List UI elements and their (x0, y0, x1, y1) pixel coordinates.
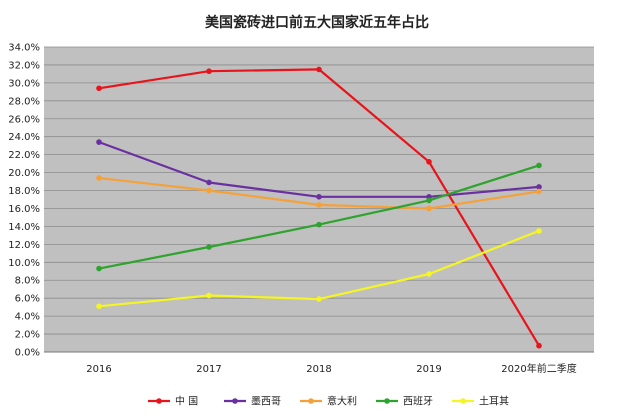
y-tick-label: 32.0% (8, 60, 40, 71)
y-tick-label: 30.0% (8, 78, 40, 89)
y-tick-label: 26.0% (8, 114, 40, 125)
legend-marker (156, 398, 162, 404)
data-point (206, 179, 212, 186)
y-tick-label: 28.0% (8, 96, 40, 107)
legend-label: 墨西哥 (251, 396, 281, 408)
data-point (316, 221, 322, 228)
legend: 中 国 墨西哥 意大利 西班牙 土耳其 (148, 395, 509, 408)
data-point (316, 66, 322, 73)
data-point (316, 202, 322, 208)
legend-label: 土耳其 (479, 395, 509, 408)
data-point (96, 303, 102, 310)
data-point (536, 184, 542, 190)
y-tick-label: 22.0% (8, 150, 40, 161)
y-tick-label: 8.0% (15, 276, 40, 287)
data-point (96, 175, 102, 181)
x-tick-label: 2017 (196, 364, 221, 375)
data-point (536, 228, 542, 234)
chart-title: 美国瓷砖进口前五大国家近五年占比 (205, 14, 429, 31)
data-point (536, 188, 542, 195)
data-point (316, 194, 322, 200)
data-point (96, 139, 102, 145)
data-point (426, 197, 432, 204)
legend-marker (384, 398, 390, 404)
data-point (96, 85, 102, 92)
x-tick-label: 2019 (416, 364, 441, 375)
x-tick-label: 2016 (86, 364, 111, 375)
series-points (96, 66, 542, 349)
data-point (206, 187, 212, 194)
y-tick-label: 4.0% (15, 312, 40, 323)
y-tick-label: 0.0% (15, 348, 40, 359)
y-tick-label: 16.0% (8, 204, 40, 215)
y-tick-label: 2.0% (15, 330, 40, 341)
data-point (536, 162, 542, 169)
y-tick-label: 14.0% (8, 222, 40, 233)
x-tick-label: 2020年前二季度 (501, 362, 576, 375)
y-tick-label: 18.0% (8, 186, 40, 197)
data-point (426, 271, 432, 277)
x-axis-ticks: 2016 2017 2018 2019 2020年前二季度 (86, 362, 576, 375)
y-tick-label: 24.0% (8, 132, 40, 143)
x-tick-label: 2018 (306, 364, 331, 375)
data-point (206, 292, 212, 299)
data-point (96, 265, 102, 272)
legend-marker (308, 398, 314, 404)
y-tick-label: 12.0% (8, 240, 40, 251)
legend-label: 意大利 (327, 395, 357, 408)
data-point (426, 205, 432, 212)
legend-label: 中 国 (175, 395, 198, 408)
y-tick-label: 6.0% (15, 294, 40, 305)
y-tick-label: 10.0% (8, 258, 40, 269)
data-point (206, 68, 212, 75)
data-point (316, 296, 322, 302)
data-point (536, 342, 542, 349)
y-axis-ticks: 0.0% 2.0% 4.0% 6.0% 8.0% 10.0% 12.0% 14.0% 16.0%… (8, 43, 40, 359)
data-point (426, 159, 432, 165)
legend-label: 西班牙 (403, 396, 433, 408)
legend-marker (460, 398, 466, 404)
y-tick-label: 34.0% (8, 43, 40, 54)
legend-marker (232, 398, 238, 404)
y-tick-label: 20.0% (8, 168, 40, 179)
data-point (206, 244, 212, 250)
